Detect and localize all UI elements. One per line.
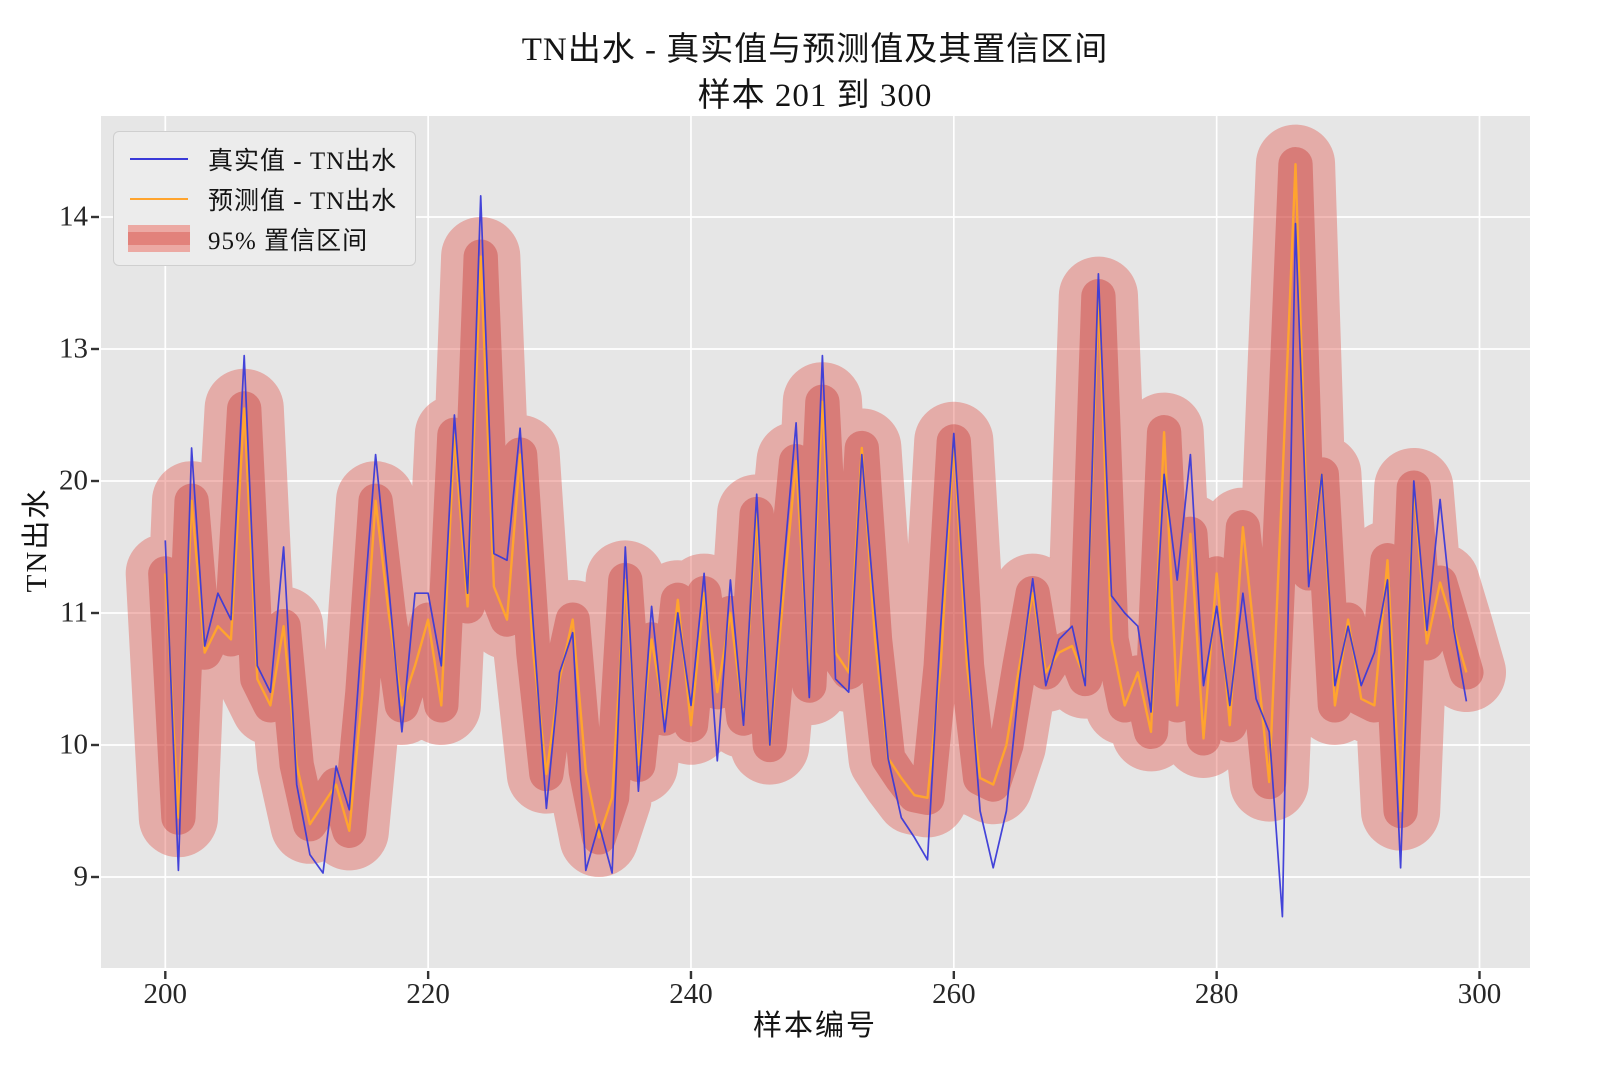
y-tick-label: 11: [60, 596, 88, 629]
legend-label-confidence-band: 95% 置信区间: [208, 227, 369, 255]
x-tick-label: 240: [669, 978, 713, 1010]
y-tick-label: 10: [59, 728, 88, 761]
x-tick-label: 220: [406, 978, 450, 1010]
legend-item-predicted-value: 预测值 - TN出水: [128, 182, 397, 215]
x-tick-label: 200: [143, 978, 188, 1010]
x-axis-label: 样本编号: [752, 1010, 878, 1042]
legend: 真实值 - TN出水 预测值 - TN出水 95% 置信区间: [113, 131, 417, 266]
true-value-line: [164, 195, 1468, 918]
y-axis-label: TN出水: [21, 487, 53, 593]
legend-label-true-value: 真实值 - TN出水: [208, 147, 398, 175]
legend-item-confidence-band: 95% 置信区间: [128, 222, 397, 255]
y-tick-label: 9: [73, 860, 89, 893]
confidence-band-swatch: [128, 225, 190, 252]
true-value-line-swatch: [130, 157, 188, 160]
x-tick-label: 300: [1457, 978, 1502, 1010]
x-tick-label: 280: [1194, 978, 1239, 1010]
y-tick-label: 14: [59, 200, 88, 233]
x-tick-label: 260: [932, 978, 976, 1010]
legend-item-true-value: 真实值 - TN出水: [128, 142, 397, 175]
chart-subtitle: 样本 201 到 300: [697, 78, 933, 114]
chart-title: TN出水 - 真实值与预测值及其置信区间: [521, 32, 1109, 68]
legend-label-predicted-value: 预测值 - TN出水: [208, 187, 398, 215]
predicted-value-line-swatch: [130, 197, 188, 200]
y-tick-label: 20: [59, 464, 88, 497]
y-tick-label: 13: [59, 332, 88, 365]
